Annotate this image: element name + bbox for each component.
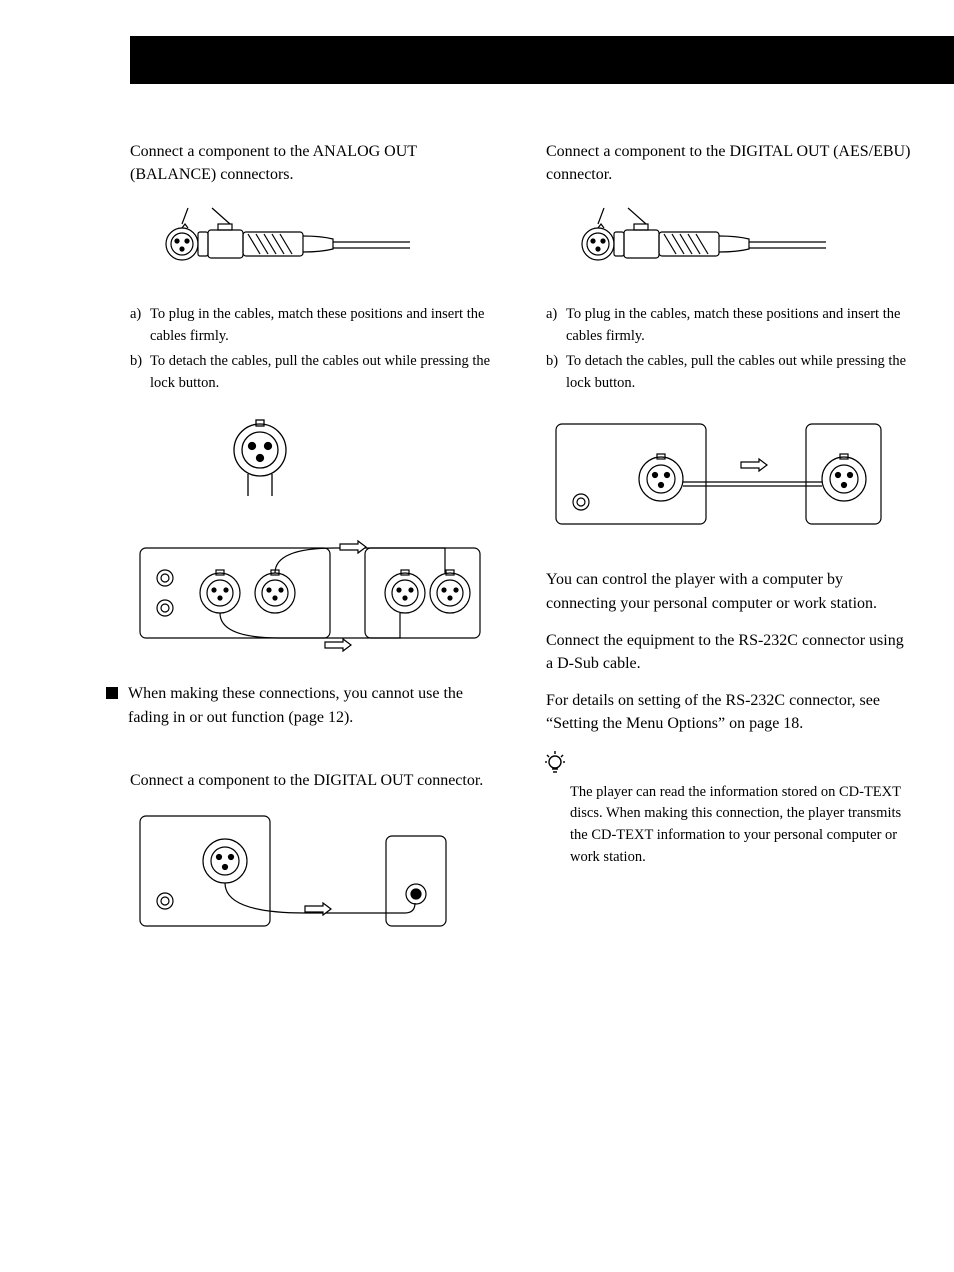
- note-text: When making these connections, you canno…: [128, 682, 498, 728]
- digital-out-hookup: [130, 806, 450, 946]
- tip-lightbulb-icon: [544, 750, 566, 776]
- aes-ebu-intro: Connect a component to the DIGITAL OUT (…: [546, 140, 914, 186]
- analog-hookup-diagram: [130, 528, 490, 658]
- rs232-p2: Connect the equipment to the RS-232C con…: [546, 629, 914, 675]
- step-a-text: To plug in the cables, match these posit…: [150, 304, 498, 348]
- step-b-text-r: To detach the cables, pull the cables ou…: [566, 351, 914, 395]
- right-column: Connect a component to the DIGITAL OUT (…: [546, 140, 914, 970]
- header-black-bar: [130, 36, 954, 84]
- aes-steps: a) To plug in the cables, match these po…: [546, 304, 914, 394]
- rs232-p3: For details on setting of the RS-232C co…: [546, 689, 914, 735]
- xlr-face-small: [210, 414, 310, 504]
- note-block: When making these connections, you canno…: [106, 682, 498, 728]
- note-icon: [106, 687, 118, 699]
- xlr-cable-diagram-left: [160, 206, 410, 284]
- left-column: Connect a component to the ANALOG OUT (B…: [130, 140, 498, 970]
- step-b-text: To detach the cables, pull the cables ou…: [150, 351, 498, 395]
- step-b-label: b): [130, 351, 150, 395]
- rs232-p1: You can control the player with a comput…: [546, 568, 914, 614]
- tip-text: The player can read the information stor…: [570, 782, 914, 869]
- aes-ebu-hookup: [546, 414, 886, 544]
- analog-steps: a) To plug in the cables, match these po…: [130, 304, 498, 394]
- step-a-text-r: To plug in the cables, match these posit…: [566, 304, 914, 348]
- analog-out-intro: Connect a component to the ANALOG OUT (B…: [130, 140, 498, 186]
- step-a-label-r: a): [546, 304, 566, 348]
- xlr-cable-diagram-right: [576, 206, 826, 284]
- step-b-label-r: b): [546, 351, 566, 395]
- tip-block: [544, 750, 914, 776]
- page-content: Connect a component to the ANALOG OUT (B…: [130, 140, 914, 970]
- digital-out-intro: Connect a component to the DIGITAL OUT c…: [130, 769, 498, 792]
- step-a-label: a): [130, 304, 150, 348]
